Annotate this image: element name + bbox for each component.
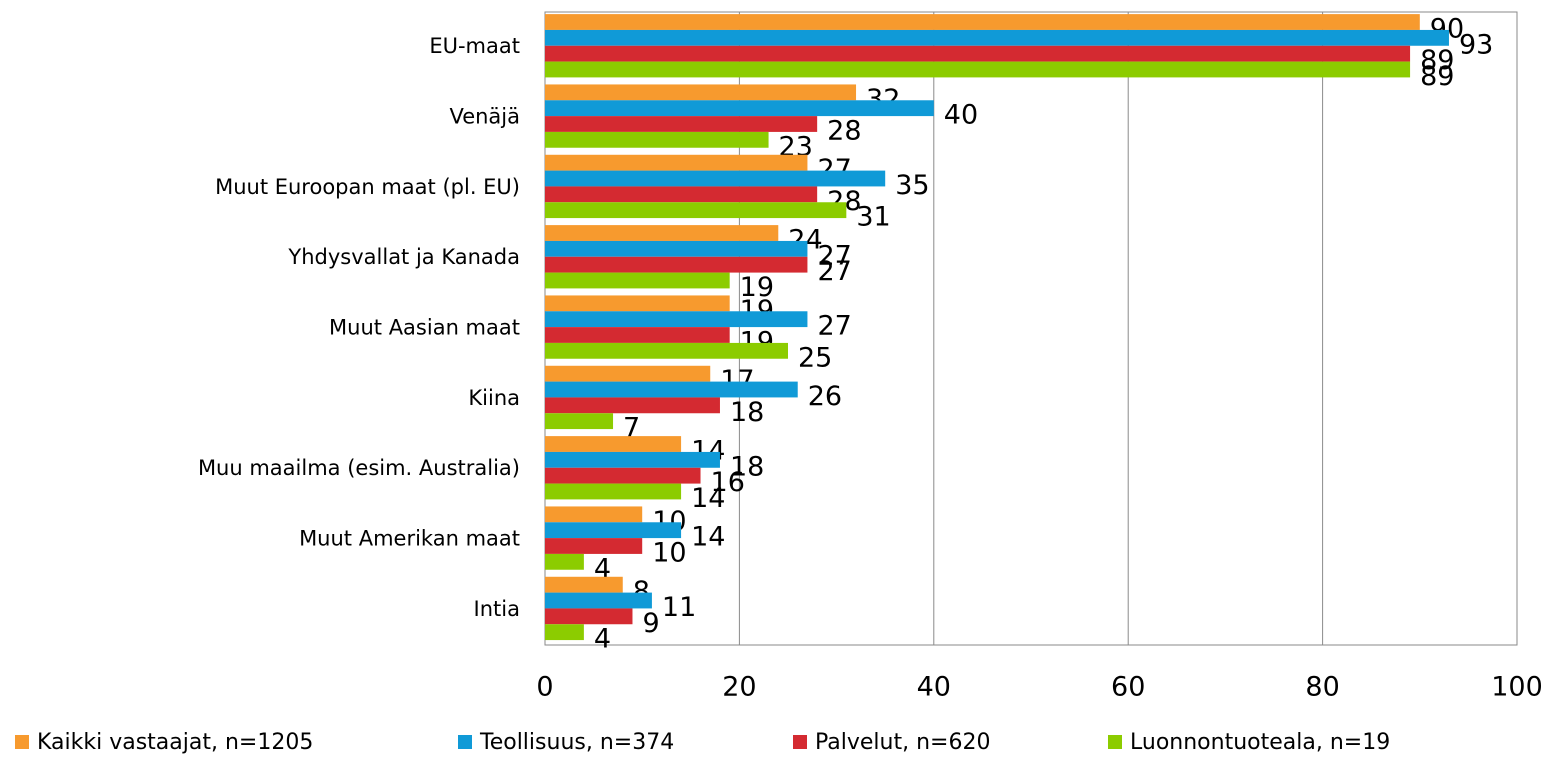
bar: [545, 154, 808, 171]
x-tick-label: 0: [536, 672, 553, 703]
bar: [545, 84, 857, 101]
value-label: 25: [798, 342, 832, 373]
bar: [545, 483, 682, 500]
value-label: 27: [817, 256, 851, 287]
value-label: 93: [1459, 29, 1493, 60]
bar: [545, 45, 1411, 62]
y-tick-label: Kiina: [468, 386, 520, 410]
value-label: 89: [1420, 61, 1454, 92]
legend-swatch: [1108, 735, 1122, 749]
x-tick-label: 60: [1111, 672, 1145, 703]
value-label: 35: [895, 170, 929, 201]
bar: [545, 272, 730, 289]
bar: [545, 342, 788, 359]
legend-label: Kaikki vastaajat, n=1205: [37, 730, 313, 755]
value-label: 10: [652, 538, 686, 569]
bar: [545, 436, 682, 452]
bar: [545, 29, 1449, 46]
value-label: 4: [594, 553, 611, 584]
y-tick-label: EU-maat: [429, 34, 520, 58]
value-label: 27: [817, 311, 851, 342]
bar: [545, 576, 623, 593]
bar: [545, 592, 652, 609]
value-label: 9: [642, 608, 659, 639]
value-label: 26: [808, 381, 842, 412]
x-tick-label: 80: [1305, 672, 1339, 703]
bar: [545, 365, 711, 382]
bar: [545, 202, 847, 219]
bar: [545, 538, 643, 554]
legend-label: Teollisuus, n=374: [479, 730, 674, 755]
bar: [545, 186, 818, 203]
bar: [545, 381, 798, 398]
y-tick-label: Intia: [474, 597, 520, 621]
bar: [545, 170, 886, 187]
bar: [545, 61, 1411, 78]
x-tick-label: 100: [1491, 672, 1543, 703]
value-label: 89: [1420, 45, 1454, 76]
bar: [545, 327, 730, 343]
bar: [545, 413, 614, 430]
bar: [545, 451, 720, 468]
value-label: 40: [944, 100, 978, 131]
bar: [545, 240, 808, 257]
bar: [545, 295, 730, 312]
value-label: 11: [662, 592, 696, 623]
y-tick-label: Muut Aasian maat: [329, 316, 520, 340]
value-label: 19: [740, 272, 774, 303]
value-label: 18: [730, 451, 764, 482]
bar: [545, 553, 584, 570]
y-tick-label: Yhdysvallat ja Kanada: [287, 245, 520, 269]
y-tick-label: Venäjä: [449, 105, 520, 129]
bar: [545, 131, 769, 148]
bar: [545, 467, 701, 484]
value-label: 14: [691, 483, 725, 514]
legend-label: Luonnontuoteala, n=19: [1130, 730, 1390, 755]
value-label: 14: [691, 522, 725, 553]
bar: [545, 397, 720, 414]
legend-swatch: [15, 735, 29, 749]
bar: [545, 311, 808, 328]
bar: [545, 14, 1420, 30]
bar: [545, 100, 934, 117]
value-label: 31: [856, 202, 890, 233]
legend-label: Palvelut, n=620: [815, 730, 990, 755]
x-tick-label: 20: [722, 672, 756, 703]
x-tick-label: 40: [917, 672, 951, 703]
value-label: 4: [594, 624, 611, 655]
legend-swatch: [458, 735, 472, 749]
bar: [545, 506, 643, 523]
value-label: 16: [711, 467, 745, 498]
bar: [545, 225, 779, 241]
value-label: 18: [730, 397, 764, 428]
value-label: 28: [827, 116, 861, 147]
bar: [545, 608, 633, 625]
value-label: 27: [817, 240, 851, 271]
bar: [545, 256, 808, 273]
bar: [545, 624, 584, 641]
y-tick-label: Muut Amerikan maat: [299, 527, 520, 551]
bar: [545, 522, 682, 539]
value-label: 7: [623, 413, 640, 444]
legend-swatch: [793, 735, 807, 749]
bar: [545, 116, 818, 132]
y-tick-label: Muu maailma (esim. Australia): [198, 456, 520, 480]
y-tick-label: Muut Euroopan maat (pl. EU): [215, 175, 520, 199]
